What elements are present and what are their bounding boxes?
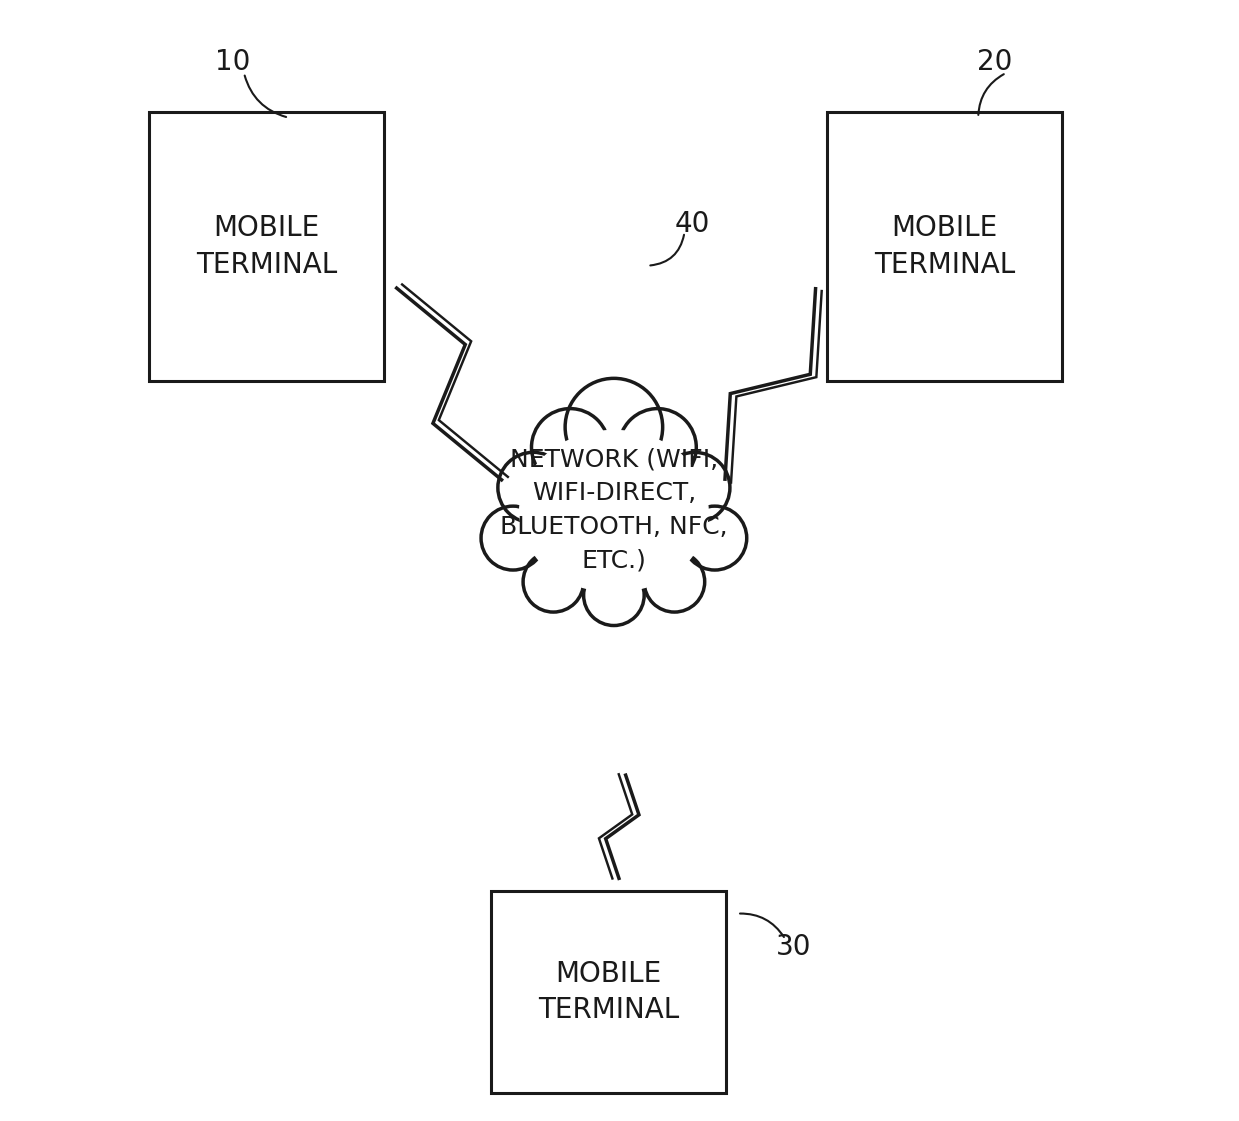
- Text: 20: 20: [978, 48, 1012, 75]
- Circle shape: [683, 506, 747, 569]
- Circle shape: [481, 506, 545, 569]
- FancyBboxPatch shape: [491, 891, 726, 1093]
- Circle shape: [532, 409, 608, 487]
- Ellipse shape: [519, 430, 707, 592]
- Circle shape: [584, 565, 644, 626]
- Text: MOBILE
TERMINAL: MOBILE TERMINAL: [196, 214, 337, 279]
- FancyBboxPatch shape: [826, 112, 1062, 381]
- Text: MOBILE
TERMINAL: MOBILE TERMINAL: [873, 214, 1015, 279]
- Text: 10: 10: [216, 48, 250, 75]
- Text: NETWORK (WIFI,
WIFI-DIRECT,
BLUETOOTH, NFC,
ETC.): NETWORK (WIFI, WIFI-DIRECT, BLUETOOTH, N…: [501, 447, 727, 573]
- Circle shape: [620, 409, 696, 487]
- Text: MOBILE
TERMINAL: MOBILE TERMINAL: [538, 960, 679, 1025]
- Circle shape: [659, 452, 730, 522]
- Ellipse shape: [513, 427, 715, 602]
- Text: 40: 40: [675, 211, 710, 238]
- FancyBboxPatch shape: [149, 112, 384, 381]
- Circle shape: [565, 378, 663, 475]
- Text: 30: 30: [776, 934, 812, 961]
- Circle shape: [498, 452, 569, 522]
- Circle shape: [644, 552, 705, 612]
- Circle shape: [523, 552, 584, 612]
